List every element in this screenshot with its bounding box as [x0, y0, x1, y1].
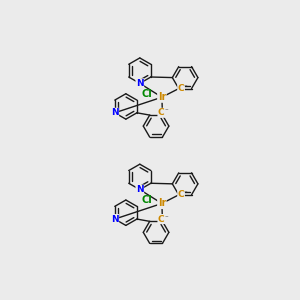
Text: C: C [158, 214, 165, 224]
Text: ⁻: ⁻ [184, 191, 188, 197]
Text: C: C [178, 84, 184, 93]
Text: Cl: Cl [141, 195, 152, 205]
Text: N: N [111, 214, 118, 224]
Text: N: N [136, 185, 144, 194]
Text: Ir: Ir [158, 92, 166, 102]
Text: C: C [178, 190, 184, 199]
Text: ⁻: ⁻ [165, 109, 169, 115]
Text: C: C [158, 108, 165, 117]
Text: ⁻: ⁻ [184, 84, 188, 90]
Text: Ir: Ir [158, 199, 166, 208]
Text: ⁻: ⁻ [165, 215, 169, 221]
Text: Cl: Cl [141, 89, 152, 99]
Text: N: N [111, 108, 118, 117]
Text: N: N [136, 79, 144, 88]
